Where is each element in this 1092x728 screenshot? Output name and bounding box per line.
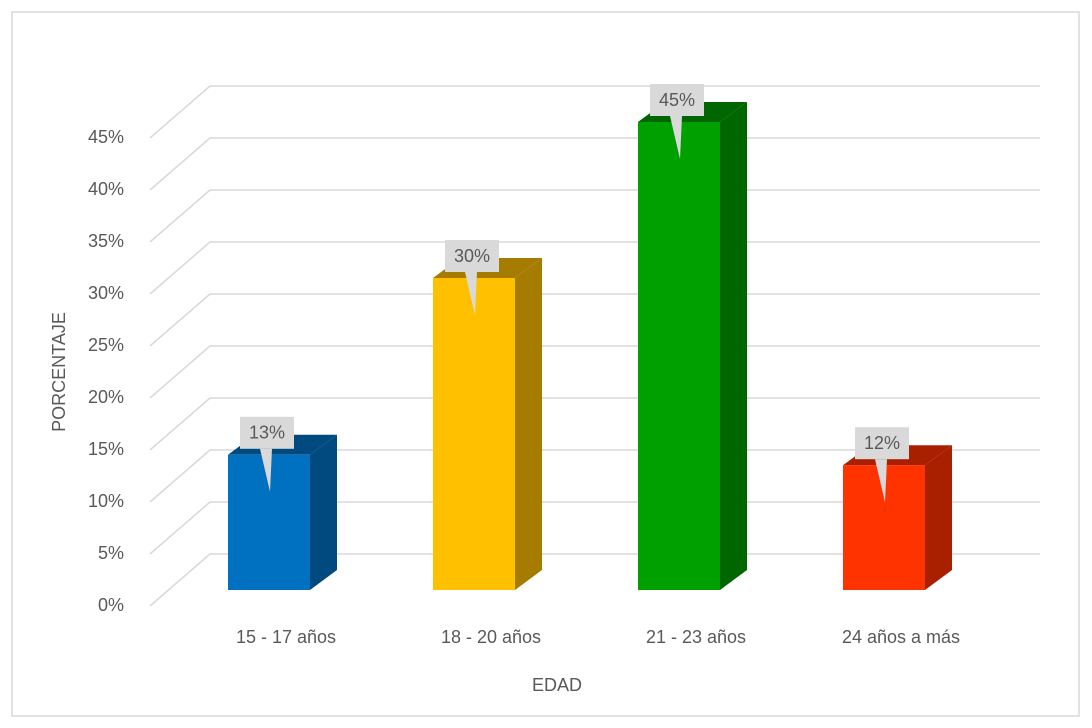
- grid-line-depth: [149, 345, 211, 399]
- y-tick-label: 15%: [88, 439, 124, 459]
- data-label-pointer: [670, 116, 682, 159]
- data-label-box: [650, 84, 704, 116]
- chart-frame: [11, 11, 1080, 717]
- data-label: 12%: [864, 433, 900, 453]
- y-tick-label: 5%: [98, 543, 124, 563]
- grid-line-depth: [149, 397, 211, 451]
- data-label-pointer: [875, 459, 887, 503]
- x-axis-title: EDAD: [532, 675, 582, 695]
- y-tick-label: 25%: [88, 335, 124, 355]
- bar-side: [515, 258, 542, 590]
- bar-side: [925, 445, 952, 590]
- grid-line-depth: [149, 449, 211, 503]
- x-tick-label: 21 - 23 años: [646, 627, 746, 647]
- data-label-box: [240, 416, 294, 449]
- data-label-pointer: [465, 272, 477, 315]
- y-tick-label: 10%: [88, 491, 124, 511]
- data-label-pointer: [260, 448, 272, 492]
- y-tick-label: 40%: [88, 179, 124, 199]
- grid-line-depth: [149, 241, 211, 295]
- y-axis-title: PORCENTAJE: [49, 312, 69, 432]
- bar-side: [720, 102, 747, 590]
- bar: [433, 278, 515, 590]
- data-label-box: [445, 240, 499, 272]
- y-tick-label: 0%: [98, 595, 124, 615]
- grid-line-depth: [149, 85, 211, 139]
- grid-line-depth: [149, 189, 211, 243]
- x-tick-label: 18 - 20 años: [441, 627, 541, 647]
- bar-side: [310, 434, 337, 590]
- x-tick-label: 24 años a más: [842, 627, 960, 647]
- data-label: 30%: [454, 246, 490, 266]
- grid-line-depth: [149, 553, 211, 607]
- y-tick-label: 30%: [88, 283, 124, 303]
- data-label: 45%: [659, 90, 695, 110]
- data-label-box: [855, 427, 909, 460]
- data-label: 13%: [249, 423, 285, 443]
- y-tick-label: 45%: [88, 127, 124, 147]
- x-tick-label: 15 - 17 años: [236, 627, 336, 647]
- grid-line-depth: [149, 137, 211, 191]
- y-tick-label: 35%: [88, 231, 124, 251]
- bar: [638, 122, 720, 590]
- y-tick-label: 20%: [88, 387, 124, 407]
- grid-line-depth: [149, 293, 211, 347]
- grid-line-depth: [149, 501, 211, 555]
